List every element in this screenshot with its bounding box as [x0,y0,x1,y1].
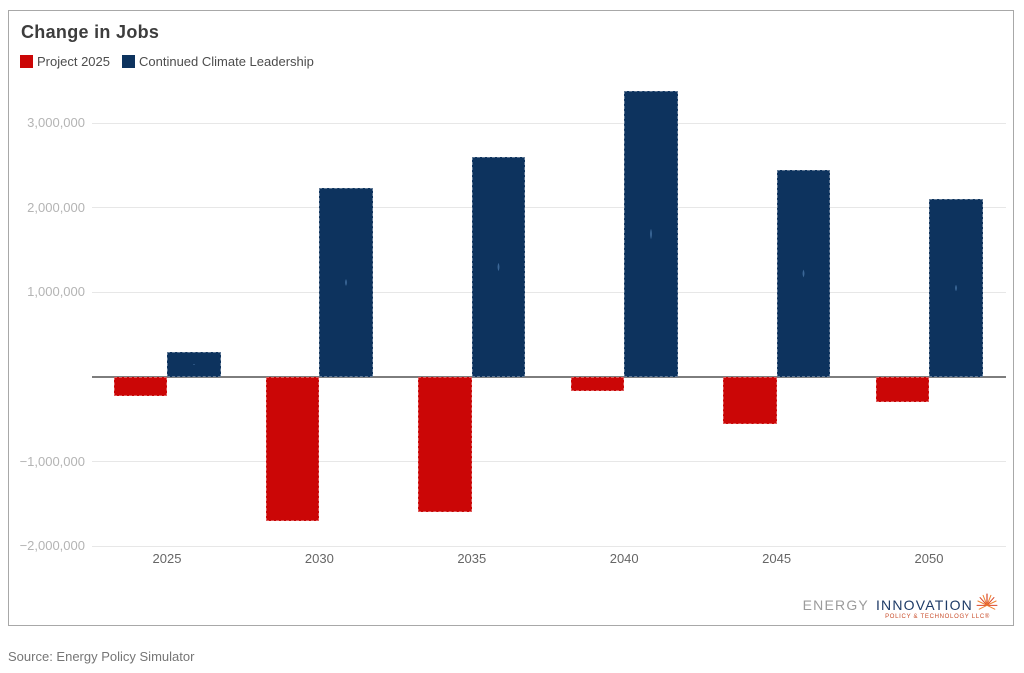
bar-continued-climate-leadership-2025 [167,352,221,377]
legend-item-project-2025: Project 2025 [20,54,110,69]
legend-label-continued-climate-leadership: Continued Climate Leadership [139,54,314,69]
y-axis-tick-label: −2,000,000 [19,538,85,554]
bar-continued-climate-leadership-2040 [624,91,678,377]
x-axis-tick-label: 2050 [914,551,944,566]
gridline-2000000 [92,207,1006,209]
legend-item-continued-climate-leadership: Continued Climate Leadership [122,54,314,69]
bar-project-2025-2030 [265,377,320,521]
bar-continued-climate-leadership-2045 [776,169,831,377]
x-axis-tick-label: 2030 [304,551,334,566]
gridline--2000000 [92,545,1006,547]
chart-title: Change in Jobs [21,22,160,42]
logo-wordmark: ENERGY INNOVATION [803,584,1000,613]
bar-project-2025-2040 [570,377,625,391]
zero-baseline [92,376,1006,378]
y-axis-tick-label: 1,000,000 [27,284,85,300]
sunburst-icon [976,593,998,610]
bar-project-2025-2035 [418,377,472,513]
plot-area: 3,000,000 2,000,000 1,000,000 −1,000,000 −2,… [20,81,1006,566]
gridline-3000000 [92,122,1006,124]
gridline-1000000 [92,291,1006,293]
gridline--1000000 [92,461,1006,463]
x-axis-tick-label: 2025 [152,551,182,566]
legend: Project 2025 Continued Climate Leadershi… [20,54,314,69]
y-axis-tick-label: 2,000,000 [27,199,85,215]
logo-tagline: POLICY & TECHNOLOGY LLC® [885,614,990,620]
legend-swatch-project-2025 [20,55,33,68]
bar-continued-climate-leadership-2035 [471,157,526,377]
legend-swatch-continued-climate-leadership [122,55,135,68]
y-axis-tick-label: −1,000,000 [19,453,85,469]
source-note: Source: Energy Policy Simulator [8,649,195,664]
logo-word-energy: ENERGY [802,597,869,613]
y-axis-tick-label: 3,000,000 [27,115,85,131]
x-axis-tick-label: 2040 [609,551,639,566]
x-axis-tick-label: 2045 [762,551,792,566]
bar-project-2025-2045 [723,377,777,424]
logo-word-innovation: INNOVATION [875,597,973,613]
chart-frame: Change in Jobs Project 2025 Continued Cl… [8,10,1014,626]
bar-continued-climate-leadership-2030 [319,188,373,377]
bar-project-2025-2050 [875,377,929,402]
energy-innovation-logo: ENERGY INNOVATION [803,584,1000,620]
bar-project-2025-2025 [113,377,167,397]
legend-label-project-2025: Project 2025 [37,54,110,69]
bar-continued-climate-leadership-2050 [929,199,983,377]
x-axis-tick-label: 2035 [457,551,487,566]
